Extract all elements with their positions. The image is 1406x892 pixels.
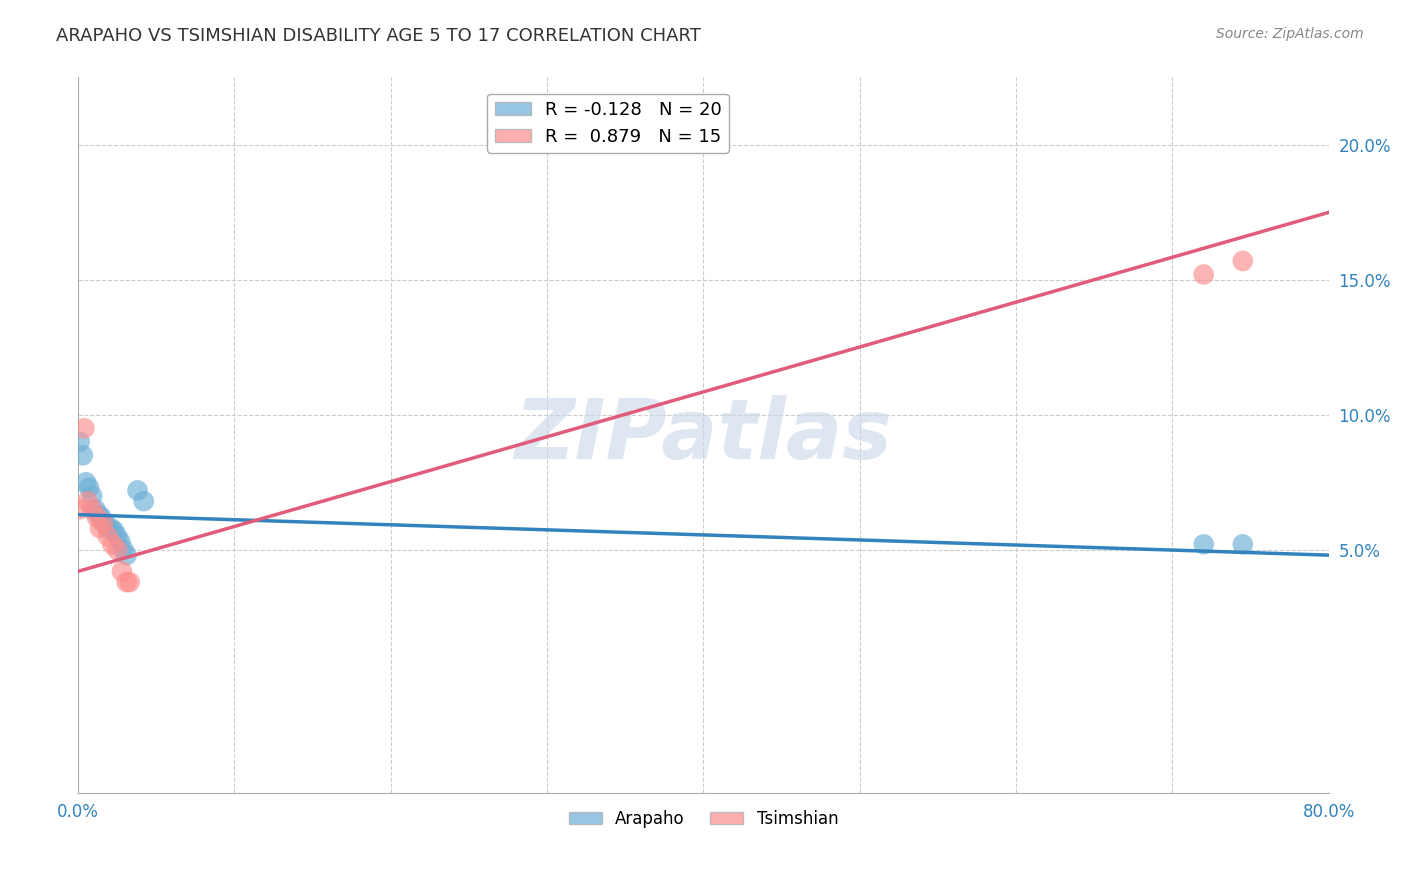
Point <box>97 529 120 543</box>
Point <box>105 529 128 543</box>
Point <box>72 448 94 462</box>
Point <box>103 524 125 538</box>
Point <box>127 483 149 498</box>
Point <box>86 510 108 524</box>
Point <box>118 575 141 590</box>
Point <box>101 537 124 551</box>
Point <box>82 489 104 503</box>
Point <box>97 521 120 535</box>
Point <box>110 534 132 549</box>
Text: ZIPatlas: ZIPatlas <box>515 394 893 475</box>
Point <box>111 565 134 579</box>
Point <box>91 516 114 530</box>
Point <box>77 481 100 495</box>
Point <box>82 502 104 516</box>
Point <box>100 521 122 535</box>
Legend: Arapaho, Tsimshian: Arapaho, Tsimshian <box>562 803 845 834</box>
Point <box>1232 537 1254 551</box>
Point <box>115 575 138 590</box>
Text: Source: ZipAtlas.com: Source: ZipAtlas.com <box>1216 27 1364 41</box>
Point <box>93 516 115 530</box>
Point <box>1192 537 1215 551</box>
Point <box>1192 268 1215 282</box>
Point <box>115 548 138 562</box>
Point <box>73 421 96 435</box>
Point <box>75 475 97 490</box>
Text: ARAPAHO VS TSIMSHIAN DISABILITY AGE 5 TO 17 CORRELATION CHART: ARAPAHO VS TSIMSHIAN DISABILITY AGE 5 TO… <box>56 27 702 45</box>
Point <box>89 521 111 535</box>
Point <box>76 494 98 508</box>
Point <box>132 494 155 508</box>
Point <box>90 510 112 524</box>
Point <box>105 542 128 557</box>
Point <box>69 502 91 516</box>
Point <box>69 434 91 449</box>
Point <box>87 508 110 522</box>
Point <box>112 542 135 557</box>
Point <box>84 502 107 516</box>
Point <box>1232 254 1254 268</box>
